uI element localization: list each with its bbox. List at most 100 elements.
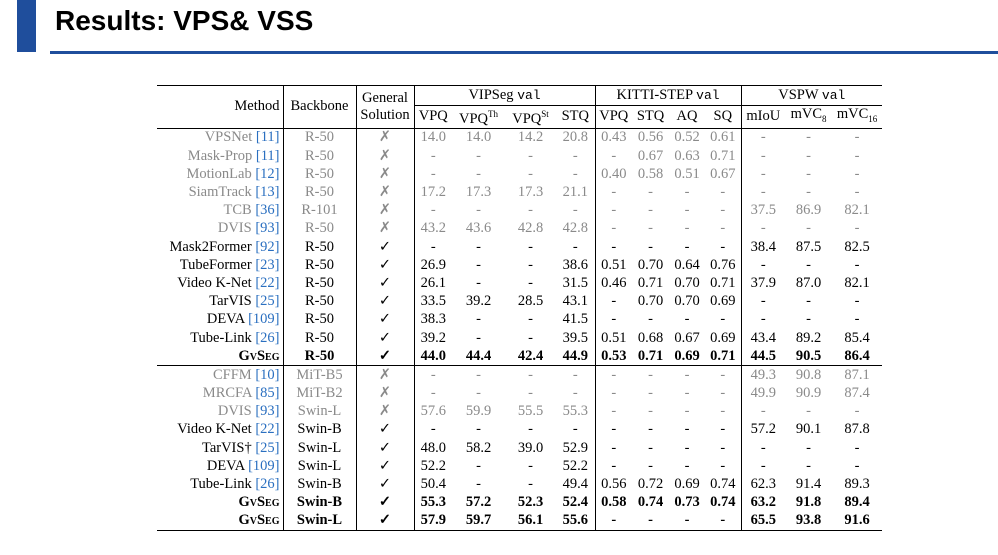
header-text: General bbox=[362, 89, 408, 106]
value-cell: - bbox=[806, 220, 811, 237]
value-cell: - bbox=[806, 457, 811, 474]
value-cell: 21.1 bbox=[562, 184, 588, 201]
backbone-cell: Swin-B bbox=[282, 420, 356, 440]
value-cell: - bbox=[854, 165, 860, 182]
citation: [26] bbox=[255, 476, 280, 493]
sub-header: STQ bbox=[632, 105, 670, 129]
value-cell: - bbox=[684, 512, 690, 529]
general-cell: ✓ bbox=[355, 420, 414, 440]
value-cell: - bbox=[476, 202, 481, 219]
value-cell: 42.8 bbox=[517, 220, 544, 237]
value-cell: 17.3 bbox=[465, 184, 492, 201]
citation: [11] bbox=[255, 129, 280, 146]
header-cell: Backbone bbox=[282, 85, 356, 129]
value-cell: - bbox=[740, 147, 786, 166]
value-cell: - bbox=[740, 165, 786, 184]
value-cell: 93.8 bbox=[795, 512, 822, 529]
value-cell: - bbox=[740, 310, 786, 329]
value-cell: 26.1 bbox=[413, 274, 452, 293]
sub-header: mVC8 bbox=[785, 105, 833, 129]
value-cell: 0.51 bbox=[674, 165, 700, 182]
value-cell: 87.5 bbox=[795, 238, 822, 255]
general-cell: ✓ bbox=[355, 439, 414, 458]
general-cell: ✓ bbox=[355, 328, 414, 348]
value-cell: - bbox=[452, 365, 505, 385]
value-cell: - bbox=[684, 311, 690, 328]
header-cell: Method bbox=[157, 85, 283, 129]
value-cell: 91.4 bbox=[795, 476, 822, 493]
value-cell: 0.71 bbox=[710, 274, 736, 291]
citation: [85] bbox=[255, 385, 280, 402]
value-cell: 26.9 bbox=[413, 256, 452, 275]
general-cell: ✗ bbox=[355, 201, 414, 220]
backbone-cell: R-50 bbox=[282, 256, 356, 275]
method-cell: DVIS [93] bbox=[157, 403, 283, 421]
value-cell: 89.3 bbox=[844, 476, 870, 493]
value-cell: - bbox=[854, 311, 860, 328]
value-cell: - bbox=[854, 439, 860, 456]
value-cell: - bbox=[854, 403, 860, 420]
value-cell: 44.9 bbox=[562, 347, 588, 364]
table-row: Video K-Net [22] R-50 ✓ 26.1- -31.5 0.46 0.71 0… bbox=[157, 274, 882, 293]
method-cell: VPSNet [11] bbox=[157, 128, 283, 147]
value-cell: - bbox=[594, 384, 633, 403]
value-cell: - bbox=[740, 183, 786, 202]
method-cell: Tube-Link [26] bbox=[157, 329, 283, 347]
value-cell: - bbox=[594, 365, 633, 385]
method-name: Tube-Link bbox=[190, 329, 252, 346]
sub-header-sub: 16 bbox=[868, 113, 878, 124]
value-cell: - bbox=[476, 457, 481, 474]
value-cell: 0.52 bbox=[674, 129, 700, 146]
value-cell: - bbox=[476, 238, 481, 255]
citation: [25] bbox=[255, 293, 280, 310]
backbone-cell: Swin-B bbox=[282, 475, 356, 494]
value-cell: 59.7 bbox=[465, 512, 492, 529]
method-name: DVIS bbox=[217, 403, 252, 420]
sub-header: VPQTh bbox=[452, 105, 505, 129]
value-cell: - bbox=[572, 421, 578, 438]
value-cell: - bbox=[648, 202, 653, 219]
value-cell: 42.8 bbox=[562, 220, 588, 237]
value-cell: - bbox=[720, 385, 726, 402]
method-name: Mask-Prop bbox=[187, 147, 253, 164]
value-cell: 44.0 bbox=[413, 347, 452, 366]
method-cell: Video K-Net [22] bbox=[157, 274, 283, 292]
table-row: DEVA [109] R-50 ✓ 38.3- -41.5- - - - - - - bbox=[157, 310, 882, 329]
value-cell: 0.70 bbox=[637, 293, 664, 310]
value-cell: 0.64 bbox=[674, 256, 700, 273]
value-cell: - bbox=[806, 165, 811, 182]
value-cell: 0.74 bbox=[637, 494, 664, 511]
table-row: MotionLab [12] R-50 ✗ - - - -0.40 0.58 0.51 0.67-… bbox=[157, 165, 882, 184]
value-cell: - bbox=[720, 202, 726, 219]
value-cell: - bbox=[476, 256, 481, 273]
group-split: val bbox=[821, 88, 846, 103]
value-cell: - bbox=[684, 238, 690, 255]
value-cell: - bbox=[806, 403, 811, 420]
value-cell: - bbox=[528, 457, 533, 474]
citation: [22] bbox=[255, 274, 280, 291]
value-cell: 0.74 bbox=[710, 476, 736, 493]
value-cell: 55.3 bbox=[413, 493, 452, 512]
value-cell: - bbox=[476, 421, 481, 438]
value-cell: 38.4 bbox=[740, 238, 786, 257]
group-header: VSPW val bbox=[740, 85, 883, 106]
value-cell: - bbox=[528, 238, 533, 255]
method-cell: DEVA [109] bbox=[157, 457, 283, 475]
value-cell: - bbox=[806, 256, 811, 273]
sub-header-text: mIoU bbox=[746, 108, 781, 125]
method-name: DVIS bbox=[217, 220, 252, 237]
value-cell: 0.43 bbox=[594, 128, 633, 148]
sub-header-text: VPQ bbox=[512, 110, 542, 127]
table-row: TarVIS† [25] Swin-L ✓ 48.0 58.2 39.0 52.9- - - - -… bbox=[157, 439, 882, 458]
value-cell: - bbox=[528, 421, 533, 438]
general-cell: ✗ bbox=[355, 384, 414, 403]
value-cell: - bbox=[854, 256, 860, 273]
value-cell: - bbox=[528, 329, 533, 346]
table-row: Mask-Prop [11] R-50 ✗ - - - - -0.67 0.63 0.71- - - bbox=[157, 147, 882, 166]
method-cell: MotionLab [12] bbox=[157, 165, 283, 183]
value-cell: - bbox=[594, 219, 633, 239]
value-cell: 39.2 bbox=[413, 328, 452, 348]
sub-header-text: SQ bbox=[713, 108, 733, 125]
value-cell: 39.5 bbox=[562, 329, 588, 346]
value-cell: - bbox=[528, 385, 533, 402]
